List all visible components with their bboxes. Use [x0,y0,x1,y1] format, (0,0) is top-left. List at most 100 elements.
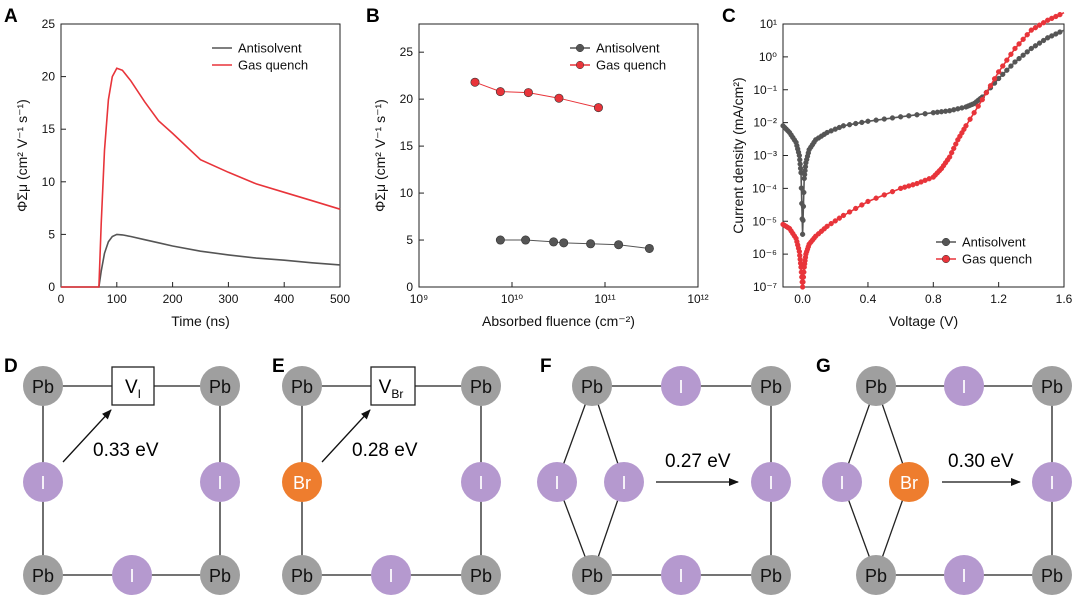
panel-label-a: A [4,6,18,27]
series-point [800,279,806,285]
vacancy-label: VI [125,377,141,401]
series-point [840,212,847,219]
series-point [975,103,981,109]
y-axis-label: Current density (mA/cm²) [730,77,746,233]
data-point [586,239,596,249]
series-point [859,202,865,208]
series-point [859,119,865,126]
series-point [853,120,859,127]
series-point [1008,63,1014,69]
legend-label: Gas quench [238,58,308,73]
lead-atom [23,555,63,595]
chart-b-fluence-dependence: 10⁹ 10¹⁰ 10¹¹ 10¹² 0 5 10 15 20 25 Absorbed fluenc… [372,23,709,329]
x-tick-label: 200 [163,292,183,306]
migration-arrow [62,409,112,463]
y-tick-label: 10⁻³ [753,149,777,163]
lead-atom [200,366,240,406]
lead-atom [856,555,896,595]
atom-label: Pb [209,566,231,586]
y-tick-label: 25 [400,45,414,59]
y-tick-label: 20 [400,92,414,106]
atom-label: Pb [1041,566,1063,586]
legend-marker [941,254,951,264]
series-point [1020,52,1026,58]
series-point [1008,51,1014,57]
panel-label-f: F [540,356,552,377]
y-tick-label: 5 [48,227,55,241]
atom-label: Br [900,473,918,493]
bromide-atom [282,462,322,502]
series-point [1012,45,1018,52]
atom-label: Pb [865,566,887,586]
x-axis-label: Voltage (V) [889,313,958,329]
y-tick-label: 20 [42,70,56,84]
legend-marker [941,237,951,247]
atom-label: I [961,566,966,586]
data-point [495,235,505,245]
vacancy-label: VBr [379,377,404,401]
series-point [840,123,847,129]
atom-label: I [478,473,483,493]
series-point [865,198,871,205]
series-line-0 [61,233,341,288]
lead-atom [1032,366,1072,406]
x-tick-label: 100 [107,292,127,306]
atom-label: I [217,473,222,493]
y-tick-label: 10⁻⁴ [752,181,777,195]
data-point [470,77,480,87]
atom-label: I [678,566,683,586]
x-tick-label: 0.8 [925,292,942,306]
series-point [846,122,853,128]
series-point [873,117,879,123]
x-tick-label: 10¹² [687,292,708,306]
y-tick-label: 5 [406,233,413,247]
y-axis-label: ΦΣμ (cm² V⁻¹ s⁻¹) [372,99,388,212]
y-tick-label: 10⁻⁷ [753,280,777,294]
x-tick-label: 10¹⁰ [501,292,523,306]
atom-label: I [768,473,773,493]
data-point [554,93,564,103]
series-point [798,185,805,191]
activation-energy-label: 0.28 eV [352,440,418,461]
data-point [549,237,559,247]
iodide-atom [822,462,862,502]
series-point [832,218,838,224]
x-tick-label: 0.4 [860,292,877,306]
y-tick-label: 0 [406,280,413,294]
data-point [495,87,505,97]
lead-atom [572,555,612,595]
series-point [1036,40,1043,46]
iodide-atom [751,462,791,502]
series-point [824,223,830,229]
series-point [799,231,806,237]
series-point [1040,37,1047,44]
series-point [846,209,853,215]
y-tick-label: 10⁻² [753,116,777,130]
legend-marker [575,43,585,53]
activation-energy-label: 0.27 eV [665,451,731,472]
panel-label-b: B [366,6,380,27]
series-point [1032,43,1039,49]
series-point [987,83,994,89]
y-tick-label: 10⁻⁵ [752,214,777,228]
activation-energy-label: 0.30 eV [948,451,1014,472]
atom-label: Pb [760,566,782,586]
iodide-atom [661,555,701,595]
series-point [1032,25,1039,31]
series-point [979,96,985,103]
series-point [801,269,807,275]
lead-atom [23,366,63,406]
atom-label: I [1049,473,1054,493]
y-axis-label: ΦΣμ (cm² V⁻¹ s⁻¹) [14,99,30,212]
atom-label: I [961,377,966,397]
data-point [593,103,603,113]
series-point [889,188,896,195]
series-point [1012,59,1018,65]
series-point [853,205,859,212]
chart-c-jv-curves: 0.0 0.4 0.8 1.2 1.6 10⁻⁷ 10⁻⁶ 10⁻⁵ 10⁻⁴ 10⁻³ 10⁻² 1… [730,11,1073,329]
iodide-interstitial-atom [604,462,644,502]
data-point [559,238,569,248]
series-point [873,195,879,201]
lead-atom [282,366,322,406]
series-point [1000,71,1006,78]
